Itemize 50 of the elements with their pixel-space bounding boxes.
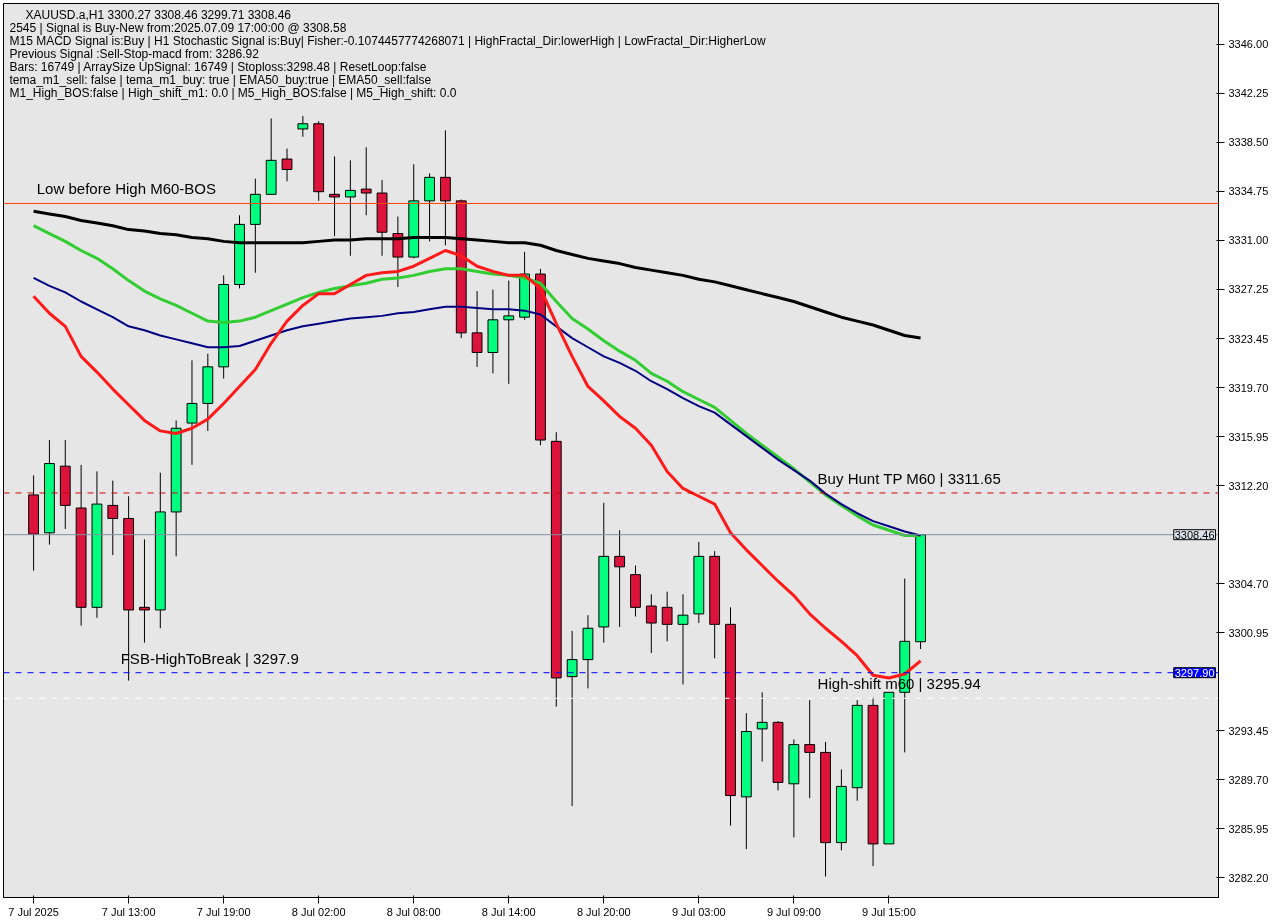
y-tick-label: 3315.95	[1228, 430, 1269, 443]
candlestick	[139, 538, 150, 644]
x-tick-label: 9 Jul 03:00	[671, 905, 726, 918]
x-tick-label: 7 Jul 19:00	[196, 905, 251, 918]
y-tick-label: 3331.00	[1228, 234, 1269, 247]
x-tick-label: 8 Jul 02:00	[291, 905, 346, 918]
candlestick	[329, 155, 340, 237]
y-tick-label: 3312.20	[1228, 479, 1269, 492]
x-tick-label: 8 Jul 08:00	[386, 905, 441, 918]
x-tick-label: 9 Jul 09:00	[766, 905, 821, 918]
candlestick	[107, 480, 119, 556]
x-tick-label: 8 Jul 14:00	[481, 905, 536, 918]
y-tick-label: 3285.95	[1228, 822, 1269, 835]
ref-line-label: Buy Hunt TP M60 | 3311.65	[817, 469, 1001, 487]
y-tick-label: 3282.20	[1228, 871, 1269, 884]
x-tick-label: 9 Jul 15:00	[861, 905, 916, 918]
ref-line-label: Low before High M60-BOS	[36, 180, 217, 198]
candlestick	[677, 593, 689, 685]
y-tick-label: 3323.45	[1228, 332, 1269, 345]
annotation: 2545 | Signal is Buy-New from:2025.07.09 17:00:00 @ 3308.58	[9, 20, 347, 35]
y-tick-label: 3334.75	[1228, 185, 1269, 198]
candlestick	[360, 146, 372, 216]
candlestick	[756, 691, 768, 763]
annotation: 3308.46	[1174, 528, 1215, 541]
y-tick-label: 3289.70	[1228, 773, 1269, 786]
annotation: 3297.90	[1174, 666, 1215, 679]
candlestick	[566, 630, 578, 807]
candlestick	[392, 216, 404, 288]
candlestick	[614, 529, 626, 628]
candlestick	[297, 115, 309, 138]
y-tick-label: 3293.45	[1228, 724, 1269, 737]
annotation: tema_m1_sell: false | tema_m1_buy: true | EMA50_buy:true | EMA50_sell:false	[9, 72, 432, 87]
x-tick-label: 7 Jul 2025	[8, 905, 59, 918]
x-tick-label: 7 Jul 13:00	[101, 905, 156, 918]
y-tick-label: 3319.70	[1228, 381, 1269, 394]
y-tick-label: 3327.25	[1228, 283, 1269, 296]
candlestick	[471, 290, 483, 368]
candlestick	[804, 699, 816, 799]
y-tick-label: 3342.25	[1228, 87, 1269, 100]
y-tick-label: 3346.00	[1228, 38, 1269, 51]
y-tick-label: 3338.50	[1228, 136, 1269, 149]
y-tick-label: 3304.70	[1228, 577, 1269, 590]
candlestick	[281, 148, 293, 182]
candlestick	[645, 593, 657, 654]
candlestick	[503, 280, 515, 385]
chart-title: XAUUSD.a,H1 3300.27 3308.46 3299.71 3308.46	[25, 7, 292, 22]
x-tick-label: 8 Jul 20:00	[576, 905, 631, 918]
candlestick	[661, 591, 673, 642]
y-tick-label: 3300.95	[1228, 626, 1269, 639]
candlestick	[186, 359, 198, 466]
